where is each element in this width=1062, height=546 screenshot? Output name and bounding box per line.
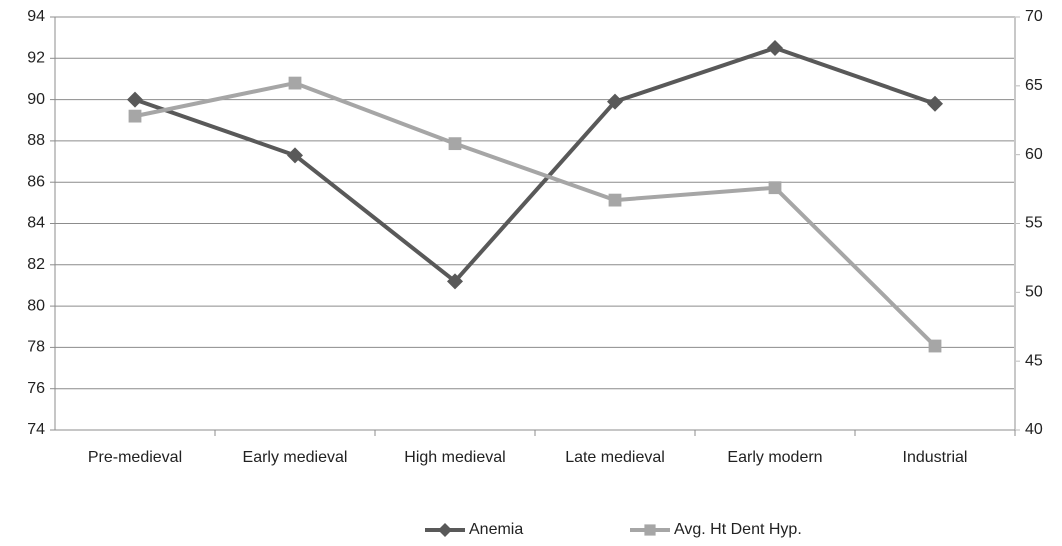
y-tick-label: 80	[27, 297, 45, 314]
y2-tick-label: 55	[1025, 215, 1043, 232]
point	[287, 147, 303, 164]
point	[607, 93, 623, 110]
series-line	[134, 81, 937, 348]
y2-tick-label: 50	[1025, 284, 1043, 301]
y-tick-label: 90	[27, 91, 45, 108]
x-tick-label: High medieval	[404, 449, 505, 466]
point	[127, 91, 143, 108]
series-line	[134, 45, 936, 284]
legend-marker	[438, 523, 452, 537]
point	[927, 95, 943, 112]
y-tick-label: 76	[27, 380, 45, 397]
y-tick-label: 86	[27, 173, 45, 190]
y2-tick-label: 60	[1025, 146, 1043, 163]
y-tick-label: 88	[27, 132, 45, 149]
point	[608, 193, 622, 207]
x-tick-label: Pre-medieval	[88, 449, 182, 466]
y2-tick-label: 65	[1025, 77, 1043, 94]
point	[128, 109, 142, 123]
x-tick-label: Industrial	[903, 449, 968, 466]
y2-tick-label: 45	[1025, 352, 1043, 369]
point	[928, 339, 942, 353]
x-tick-label: Early medieval	[243, 449, 348, 466]
y-tick-label: 82	[27, 256, 45, 273]
y-tick-label: 78	[27, 339, 45, 356]
y-tick-label: 74	[27, 421, 45, 438]
y-tick-label: 94	[27, 8, 45, 25]
y2-tick-label: 40	[1025, 421, 1043, 438]
legend-marker	[644, 524, 656, 536]
y2-tick-label: 70	[1025, 8, 1043, 25]
point	[448, 137, 462, 151]
point	[288, 76, 302, 90]
legend-label: Anemia	[469, 521, 523, 538]
y-tick-label: 92	[27, 50, 45, 67]
x-tick-label: Late medieval	[565, 449, 665, 466]
x-tick-label: Early modern	[727, 449, 822, 466]
point	[767, 39, 783, 56]
point	[447, 273, 463, 290]
legend-label: Avg. Ht Dent Hyp.	[674, 521, 802, 538]
y-tick-label: 84	[27, 215, 45, 232]
point	[768, 181, 782, 195]
